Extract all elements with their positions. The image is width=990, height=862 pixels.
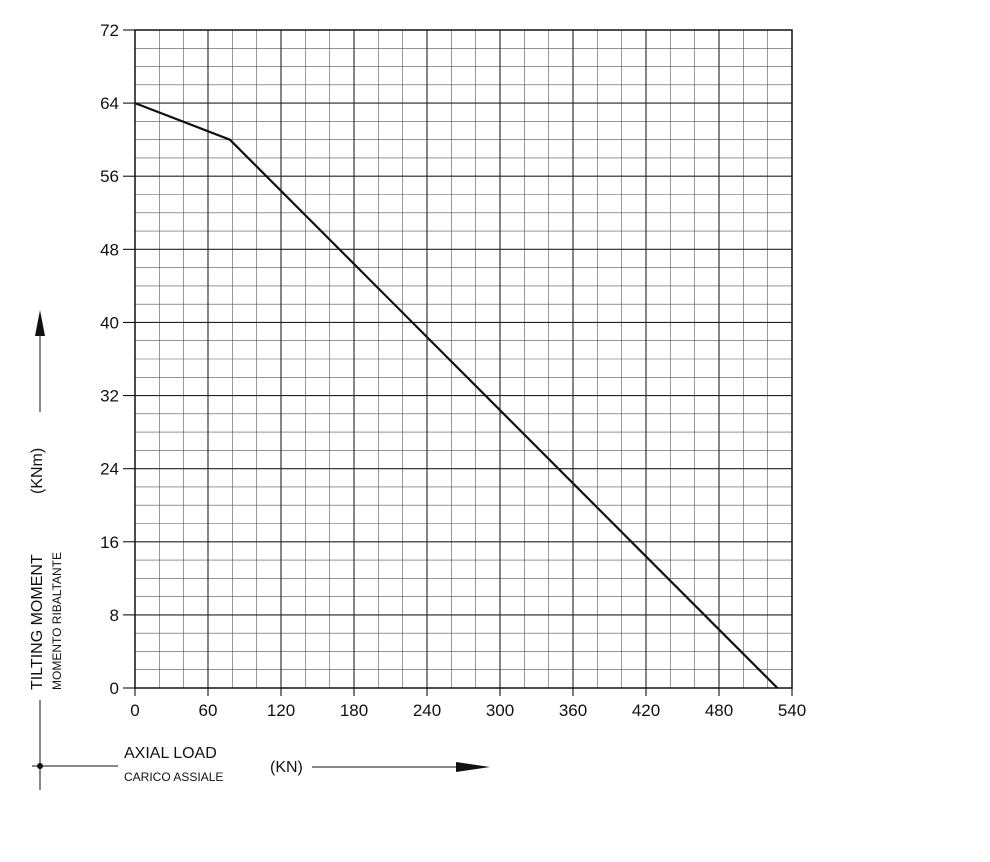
x-axis-arrow-head: [456, 762, 490, 772]
x-tick-label: 60: [199, 701, 218, 720]
x-tick-label: 540: [778, 701, 806, 720]
x-tick-label: 180: [340, 701, 368, 720]
series-line: [134, 102, 779, 689]
x-axis-unit: (KN): [270, 759, 303, 776]
y-tick-label: 40: [100, 313, 119, 332]
minor-grid: [135, 30, 792, 688]
y-tick-label: 56: [100, 167, 119, 186]
x-tick-label: 120: [267, 701, 295, 720]
y-tick-label: 8: [110, 606, 119, 625]
y-tick-label: 32: [100, 387, 119, 406]
x-tick-label: 480: [705, 701, 733, 720]
y-tick-label: 24: [100, 460, 119, 479]
y-tick-label: 16: [100, 533, 119, 552]
x-axis-title-secondary: CARICO ASSIALE: [124, 770, 223, 784]
y-axis-arrow-head: [35, 310, 45, 336]
x-axis-tick-labels: 0 60 120 180 240 300 360 420 480 540: [130, 688, 806, 720]
y-tick-label: 0: [110, 679, 119, 698]
major-grid: [135, 30, 792, 688]
x-axis-title: AXIAL LOAD: [124, 745, 217, 762]
x-tick-label: 240: [413, 701, 441, 720]
origin-marker-dot: [37, 763, 43, 769]
y-axis-title: TILTING MOMENT: [29, 554, 46, 690]
y-tick-label: 72: [100, 21, 119, 40]
x-tick-label: 360: [559, 701, 587, 720]
y-tick-label: 64: [100, 94, 119, 113]
series-layer: [134, 102, 779, 689]
plot-frame: [134, 29, 793, 689]
x-tick-label: 420: [632, 701, 660, 720]
x-tick-label: 0: [130, 701, 139, 720]
x-tick-label: 300: [486, 701, 514, 720]
y-axis-title-secondary: MOMENTO RIBALTANTE: [50, 552, 64, 690]
y-axis-tick-labels: 0 8 16 24 32 40 48 56 64 72: [100, 21, 135, 698]
y-axis-unit: (KNm): [29, 448, 46, 494]
y-tick-label: 48: [100, 240, 119, 259]
